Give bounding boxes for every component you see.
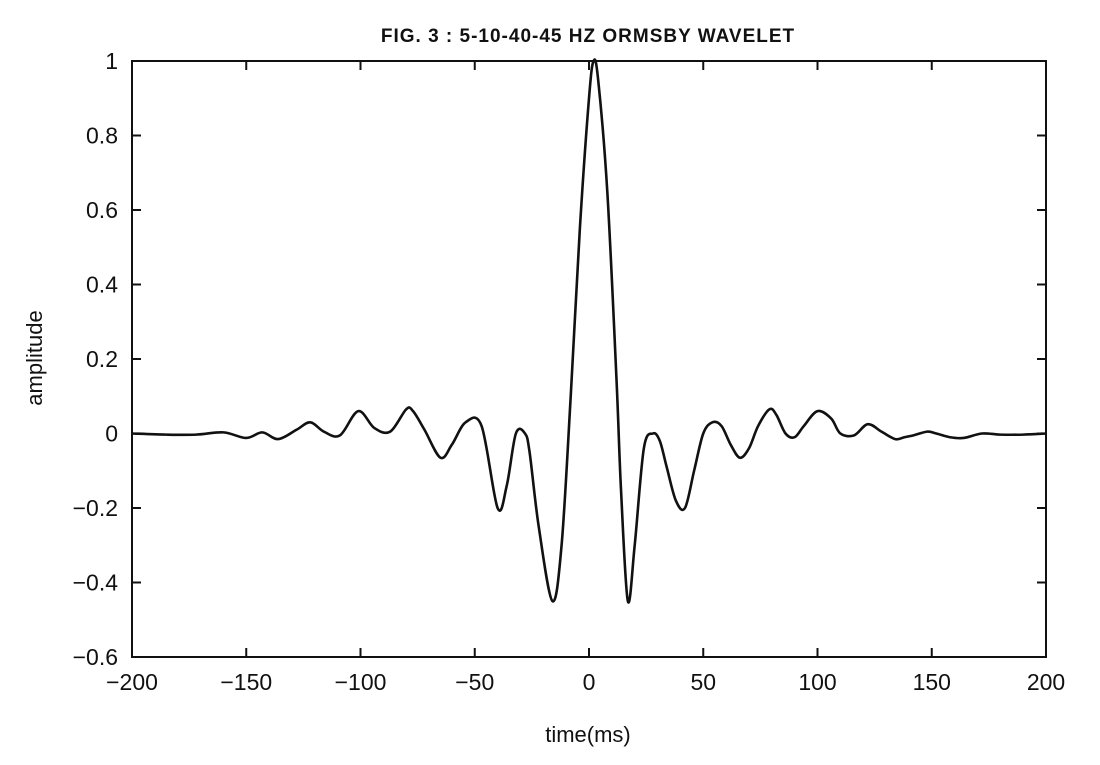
x-tick-label: −100 bbox=[335, 669, 387, 695]
y-tick-label: −0.6 bbox=[73, 644, 118, 670]
x-tick-label: 50 bbox=[690, 669, 716, 695]
y-tick-label: 0.4 bbox=[86, 272, 118, 298]
y-tick-label: 0.6 bbox=[86, 197, 118, 223]
x-axis: −200 −150 −100 −50 0 50 100 150 200 bbox=[106, 61, 1065, 695]
series-layer bbox=[131, 58, 1047, 604]
chart-title: FIG. 3 : 5-10-40-45 HZ ORMSBY WAVELET bbox=[381, 26, 795, 47]
x-tick-label: −150 bbox=[220, 669, 272, 695]
x-tick-label: 150 bbox=[913, 669, 951, 695]
x-tick-label: 100 bbox=[798, 669, 836, 695]
y-tick-label: 0.8 bbox=[86, 123, 118, 149]
y-axis-label: amplitude bbox=[22, 310, 47, 405]
series-line-wavelet bbox=[131, 58, 1047, 604]
y-tick-label: −0.2 bbox=[73, 495, 118, 521]
y-tick-label: 0 bbox=[105, 421, 118, 447]
x-tick-label: −50 bbox=[455, 669, 494, 695]
y-tick-label: 1 bbox=[105, 48, 118, 74]
x-axis-label: time(ms) bbox=[545, 722, 631, 747]
x-tick-label: −200 bbox=[106, 669, 158, 695]
x-tick-label: 0 bbox=[583, 669, 596, 695]
y-tick-label: −0.4 bbox=[73, 570, 119, 596]
x-tick-label: 200 bbox=[1027, 669, 1065, 695]
y-tick-label: 0.2 bbox=[86, 346, 118, 372]
